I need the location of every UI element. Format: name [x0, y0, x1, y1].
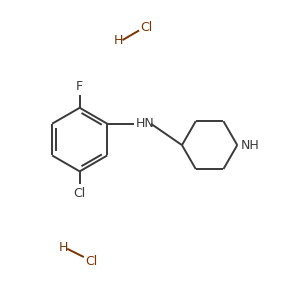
Text: NH: NH — [241, 139, 259, 151]
Text: HN: HN — [136, 117, 155, 130]
Text: H: H — [114, 34, 123, 47]
Text: Cl: Cl — [85, 255, 98, 268]
Text: Cl: Cl — [140, 21, 153, 34]
Text: F: F — [76, 80, 83, 93]
Text: Cl: Cl — [74, 187, 86, 200]
Text: H: H — [58, 241, 68, 254]
